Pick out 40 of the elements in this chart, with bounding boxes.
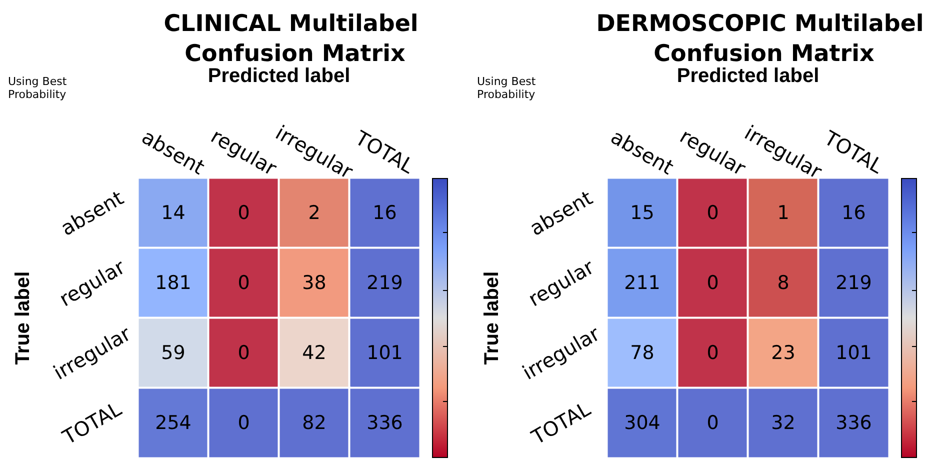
text: Using Best Probability [477,75,540,101]
data-label: 42 [302,342,326,364]
data-label: 254 [155,412,192,434]
data-label: 0 [238,342,250,364]
data-label: 336 [836,412,872,434]
data-label: 0 [238,202,250,224]
data-label: 181 [155,272,192,294]
chart-title: CLINICAL Multilabel Confusion Matrix [164,11,426,67]
data-label: 211 [624,272,660,294]
data-label: 0 [238,412,250,434]
data-label: 304 [624,412,660,434]
x-axis-title: Predicted label [676,65,820,87]
data-label: 16 [842,202,866,224]
data-label: 0 [706,272,719,294]
data-label: 23 [771,342,796,364]
data-label: 59 [161,342,186,364]
data-label: 14 [161,202,186,224]
data-label: 0 [238,272,250,294]
data-label: 16 [372,202,397,224]
data-label: 219 [366,272,403,294]
x-axis-title: Predicted label [208,65,350,87]
data-label: 2 [308,202,320,224]
data-label: 32 [771,412,796,434]
data-label: 1 [777,202,790,224]
data-label: 219 [836,272,872,294]
data-label: 78 [630,342,654,364]
data-label: 101 [366,342,403,364]
data-label: 82 [302,412,326,434]
y-axis-title: True label [481,271,503,365]
data-label: 0 [706,412,719,434]
data-label: 8 [777,272,790,294]
data-label: 15 [630,202,654,224]
data-label: 38 [302,272,326,294]
data-label: 336 [366,412,403,434]
y-axis-title: True label [12,271,34,365]
data-label: 0 [706,342,719,364]
data-label: 101 [836,342,872,364]
chart-title: DERMOSCOPIC Multilabel Confusion Matrix [596,11,932,67]
data-label: 0 [706,202,719,224]
text: Using Best Probability [8,75,70,101]
